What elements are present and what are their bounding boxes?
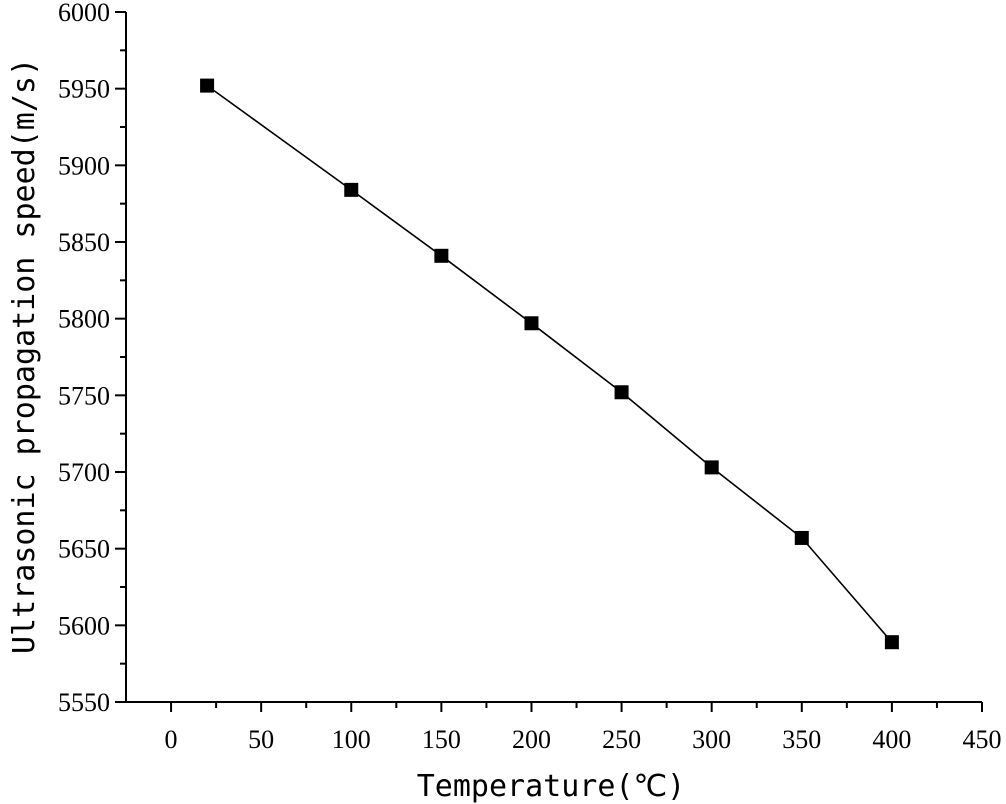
- x-tick-label: 450: [963, 725, 1002, 754]
- data-point-marker: [200, 78, 215, 93]
- data-point-marker: [614, 385, 629, 400]
- data-point-marker: [884, 635, 899, 650]
- data-point-marker: [344, 182, 359, 197]
- x-tick-label: 0: [165, 725, 178, 754]
- data-point-marker: [704, 460, 719, 475]
- y-tick-label: 5650: [58, 535, 110, 564]
- x-tick-label: 250: [602, 725, 641, 754]
- y-tick-label: 5950: [58, 75, 110, 104]
- x-tick-label: 200: [512, 725, 551, 754]
- x-axis-ticks: 0 50 100 150 200 250 300 350 400 450: [165, 702, 1002, 754]
- y-tick-label: 5700: [58, 458, 110, 487]
- x-tick-label: 400: [872, 725, 911, 754]
- y-tick-label: 5550: [58, 688, 110, 717]
- y-tick-label: 5750: [58, 381, 110, 410]
- x-tick-label: 350: [782, 725, 821, 754]
- x-tick-label: 150: [422, 725, 461, 754]
- x-tick-label: 300: [692, 725, 731, 754]
- data-point-marker: [794, 530, 809, 545]
- y-tick-label: 5800: [58, 305, 110, 334]
- y-tick-label: 6000: [58, 0, 110, 27]
- y-axis-title: Ultrasonic propagation speed(m/s): [7, 58, 42, 654]
- data-point-marker: [524, 316, 539, 331]
- series-line: [206, 84, 893, 643]
- y-tick-label: 5600: [58, 611, 110, 640]
- y-tick-label: 5900: [58, 151, 110, 180]
- data-point-marker: [434, 248, 449, 263]
- y-tick-label: 5850: [58, 228, 110, 257]
- x-axis-title: Temperature(℃): [417, 769, 686, 804]
- series-layer: [200, 78, 899, 650]
- x-tick-label: 50: [248, 725, 274, 754]
- x-tick-label: 100: [332, 725, 371, 754]
- y-axis-ticks: 5550 5600 5650 5700 5750 5800 5850 5900 5950 6000: [58, 0, 126, 717]
